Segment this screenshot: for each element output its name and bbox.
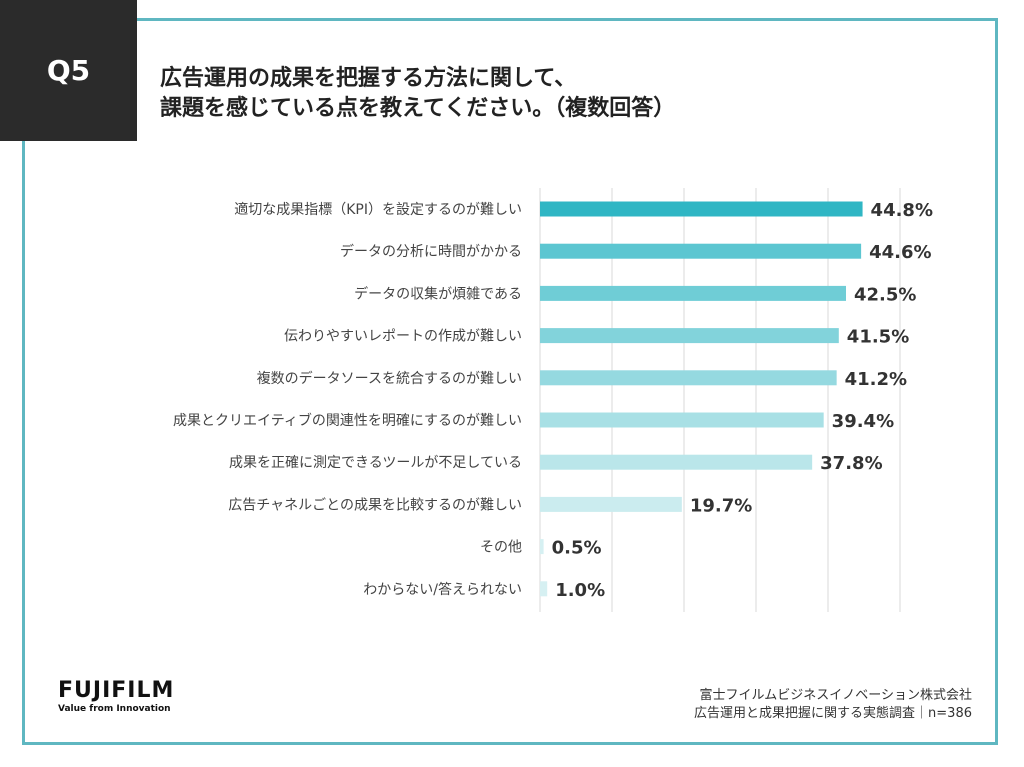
question-number-box: Q5: [0, 0, 137, 141]
fujifilm-logo: FUJIFILM Value from Innovation: [58, 678, 175, 715]
bar: [540, 328, 839, 344]
bar: [540, 581, 548, 597]
value-label: 44.6%: [869, 242, 931, 263]
value-label: 44.8%: [871, 200, 933, 221]
question-number: Q5: [46, 54, 91, 87]
bar: [540, 496, 682, 512]
chart-frame: [22, 18, 998, 745]
category-label: 成果を正確に測定できるツールが不足している: [229, 455, 522, 471]
value-label: 19.7%: [690, 495, 752, 516]
bar: [540, 201, 863, 217]
chart-title: 広告運用の成果を把握する方法に関して、 課題を感じている点を教えてください。（複…: [160, 64, 860, 124]
bar: [540, 454, 813, 470]
source-note: 富士フイルムビジネスイノベーション株式会社 広告運用と成果把握に関する実態調査｜…: [694, 687, 972, 723]
bar: [540, 285, 846, 301]
bar: [540, 412, 824, 428]
value-label: 41.2%: [845, 369, 907, 390]
category-label: 複数のデータソースを統合するのが難しい: [257, 370, 522, 387]
logo-tagline: Value from Innovation: [58, 704, 171, 714]
value-label: 1.0%: [555, 580, 605, 601]
logo-wordmark: FUJIFILM: [58, 678, 175, 703]
source-survey: 広告運用と成果把握に関する実態調査｜n=386: [694, 706, 972, 721]
value-label: 37.8%: [820, 453, 882, 474]
bar: [540, 370, 837, 386]
source-company: 富士フイルムビジネスイノベーション株式会社: [699, 688, 972, 703]
category-label: 広告チャネルごとの成果を比較するのが難しい: [228, 497, 522, 513]
value-label: 41.5%: [847, 327, 909, 348]
category-label: データの分析に時間がかかる: [340, 243, 522, 260]
title-line-1: 広告運用の成果を把握する方法に関して、: [160, 66, 577, 91]
category-label: 伝わりやすいレポートの作成が難しい: [284, 329, 522, 345]
category-label: わからない/答えられない: [363, 581, 522, 598]
title-line-2: 課題を感じている点を教えてください。（複数回答）: [160, 96, 676, 121]
bar: [540, 539, 544, 555]
category-label: 適切な成果指標（KPI）を設定するのが難しい: [234, 201, 522, 218]
bar: [540, 243, 862, 259]
value-label: 0.5%: [552, 538, 602, 559]
value-label: 39.4%: [832, 411, 894, 432]
category-label: その他: [480, 540, 522, 556]
category-label: 成果とクリエイティブの関連性を明確にするのが難しい: [173, 412, 522, 429]
value-label: 42.5%: [854, 284, 916, 305]
category-label: データの収集が煩雑である: [354, 285, 522, 302]
